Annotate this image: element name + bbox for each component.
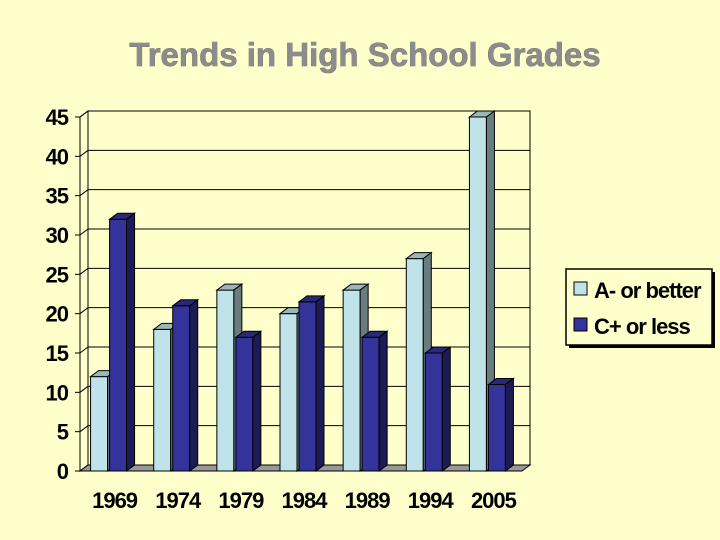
bar — [234, 330, 263, 472]
bar-side — [315, 294, 325, 472]
gridline-side — [79, 425, 89, 433]
bar-front — [279, 313, 298, 472]
y-tick-label: 25 — [46, 262, 69, 287]
bar-front — [90, 376, 109, 472]
bar-front — [468, 116, 487, 472]
bar-front — [109, 218, 128, 472]
gridline-side — [79, 385, 89, 393]
gridline-side — [79, 149, 89, 157]
x-tick-label: 2005 — [471, 488, 517, 513]
legend-swatch — [573, 281, 588, 296]
legend: A- or better C+ or less — [565, 268, 715, 348]
legend-box — [565, 268, 713, 346]
bar-front — [235, 336, 254, 472]
y-tick-label: 15 — [46, 341, 69, 366]
bar-front — [487, 383, 506, 472]
bar-side — [378, 330, 388, 472]
gridline-side — [79, 267, 89, 275]
bar-side — [189, 298, 199, 472]
bar-front — [153, 328, 172, 472]
gridline-side — [79, 110, 89, 118]
bar-front — [424, 352, 443, 472]
bar-front — [361, 336, 380, 472]
bar-front — [172, 305, 191, 472]
y-tick-label: 40 — [46, 144, 69, 169]
bar — [360, 330, 389, 472]
y-tick-label: 10 — [46, 380, 69, 405]
y-tick-label: 30 — [46, 223, 69, 248]
y-tick-label: 0 — [57, 459, 69, 484]
bar-side — [441, 346, 451, 472]
y-tick-label: 20 — [46, 302, 69, 327]
x-tick-label: 1989 — [345, 488, 391, 513]
bar-side — [252, 330, 262, 472]
legend-swatch — [573, 317, 588, 332]
x-tick-label: 1984 — [282, 488, 329, 513]
bar-front — [405, 258, 424, 472]
gridline-side — [79, 307, 89, 315]
bar-side — [504, 377, 514, 472]
y-tick-label: 5 — [57, 420, 69, 445]
bar — [486, 377, 515, 472]
gridline-side — [79, 346, 89, 354]
bar-front — [342, 289, 361, 472]
chart-title: Trends in High School Grades — [129, 36, 600, 73]
bar — [108, 212, 137, 472]
bar — [423, 346, 452, 472]
plot-side-wall — [79, 110, 89, 472]
bar — [297, 294, 326, 472]
gridline-side — [79, 228, 89, 236]
plot-area: 0 5 10 15 20 25 30 35 40 45 1969 1974 1979 1984 1989 19… — [46, 105, 532, 513]
legend-label: A- or better — [594, 278, 702, 303]
bar-front — [298, 301, 317, 472]
bar-side — [126, 212, 136, 472]
legend-label: C+ or less — [594, 314, 691, 339]
y-tick-label: 45 — [46, 105, 69, 130]
x-tick-label: 1974 — [155, 488, 202, 513]
bar — [171, 298, 200, 472]
x-tick-label: 1994 — [408, 488, 455, 513]
x-tick-label: 1979 — [218, 488, 264, 513]
gridline-side — [79, 189, 89, 197]
bar-front — [216, 289, 235, 472]
y-tick-label: 35 — [46, 184, 69, 209]
x-tick-label: 1969 — [92, 488, 138, 513]
